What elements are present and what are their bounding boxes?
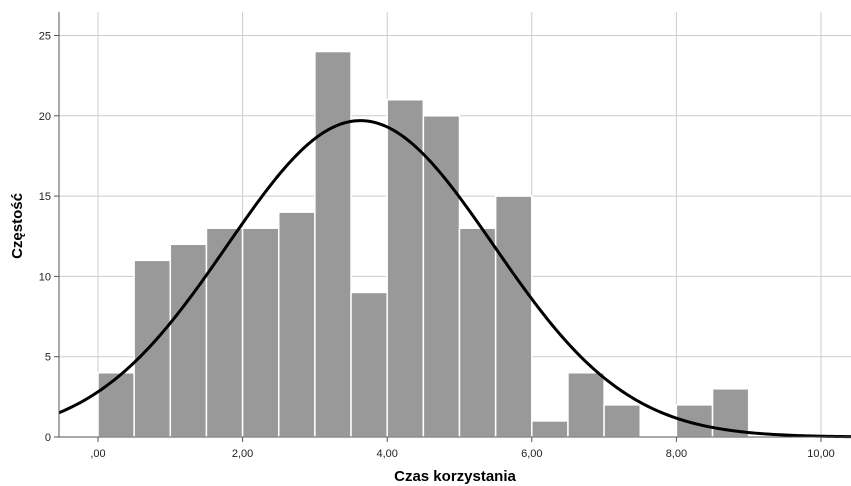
x-axis-title: Czas korzystania bbox=[394, 468, 516, 485]
histogram-bar bbox=[350, 291, 388, 438]
x-tick-label: 8,00 bbox=[666, 448, 687, 460]
histogram-bar bbox=[458, 227, 497, 438]
y-axis-ticks: 0 5 10 15 20 25 bbox=[39, 31, 59, 444]
histogram-bar bbox=[241, 227, 280, 438]
x-tick-label: ,00 bbox=[90, 448, 105, 460]
y-tick-label: 0 bbox=[45, 432, 51, 444]
y-tick-label: 25 bbox=[39, 31, 51, 43]
x-tick-label: 2,00 bbox=[232, 448, 253, 460]
histogram-bar bbox=[494, 195, 533, 438]
x-tick-label: 4,00 bbox=[376, 448, 397, 460]
histogram-bar bbox=[422, 115, 461, 438]
y-tick-label: 10 bbox=[39, 271, 51, 283]
x-axis-ticks: ,00 2,00 4,00 6,00 8,00 10,00 bbox=[90, 437, 835, 460]
y-tick-label: 15 bbox=[39, 191, 51, 203]
axes bbox=[58, 12, 851, 438]
y-tick-label: 5 bbox=[45, 352, 51, 364]
histogram-bar bbox=[169, 243, 208, 438]
histogram-bar bbox=[133, 259, 172, 438]
histogram-bar bbox=[567, 372, 605, 438]
y-tick-label: 20 bbox=[39, 111, 51, 123]
y-axis-title: Częstość bbox=[9, 193, 26, 259]
histogram-bars bbox=[97, 50, 750, 438]
histogram-bar bbox=[314, 50, 352, 438]
normal-distribution-curve bbox=[58, 119, 851, 439]
x-tick-label: 10,00 bbox=[807, 448, 835, 460]
histogram-bar bbox=[531, 420, 569, 438]
histogram-bar bbox=[603, 404, 641, 438]
x-tick-label: 6,00 bbox=[521, 448, 542, 460]
histogram-bar bbox=[278, 211, 316, 438]
histogram-bar bbox=[97, 372, 135, 438]
histogram-bar bbox=[386, 98, 425, 438]
histogram-bar bbox=[205, 227, 244, 438]
